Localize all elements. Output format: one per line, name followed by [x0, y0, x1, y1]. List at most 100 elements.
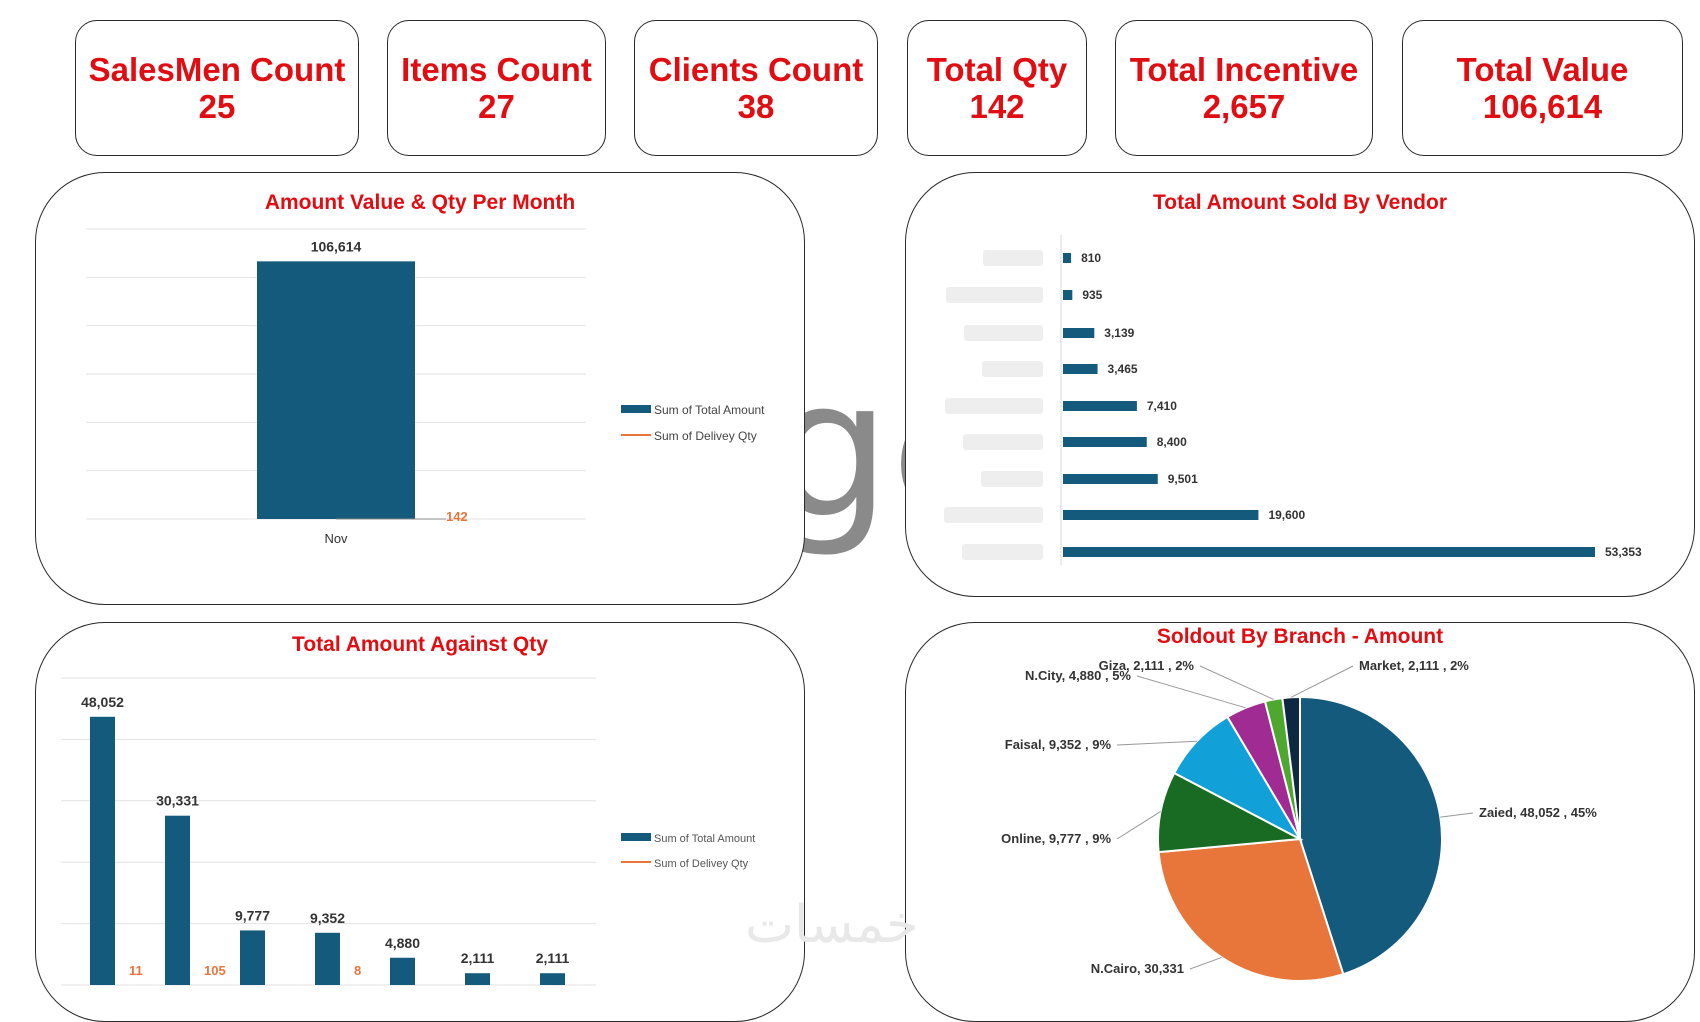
- leader-line: [1199, 665, 1274, 700]
- bar: [90, 716, 115, 985]
- panel-qty-chart: Total Amount Against Qty 48,052 11 30,331 1…: [35, 622, 805, 1022]
- slice-label: Faisal, 9,352 , 9%: [1005, 737, 1112, 752]
- qty-data-label: 8: [354, 963, 361, 978]
- panel-month-chart: Amount Value & Qty Per Month 106,614 Nov 1…: [35, 172, 805, 605]
- panel-vendor-chart: Total Amount Sold By Vendor 810 935 3,139 3…: [905, 172, 1695, 597]
- legend-label-amount: Sum of Total Amount: [654, 833, 755, 845]
- bar: [1063, 328, 1095, 338]
- slice-label: N.Cairo, 30,331: [1091, 961, 1184, 976]
- slice-label: Market, 2,111 , 2%: [1359, 658, 1469, 673]
- watermark-logo: خمسات: [745, 895, 919, 955]
- bar: [1063, 437, 1147, 447]
- kpi-card-clients: Clients Count 38: [634, 20, 878, 156]
- chart-title: Amount Value & Qty Per Month: [264, 191, 576, 214]
- vendor-name-blurred: [945, 398, 1043, 414]
- leader-line: [1116, 740, 1197, 746]
- qty-data-label: 105: [204, 963, 226, 978]
- kpi-value: 27: [478, 88, 515, 125]
- legend-swatch-amount: [621, 405, 651, 413]
- kpi-card-total-value: Total Value 106,614: [1402, 20, 1683, 156]
- bar: [1063, 474, 1158, 484]
- vendor-name-blurred: [962, 544, 1043, 560]
- pie-slice: [1281, 695, 1301, 840]
- bar: [465, 973, 490, 985]
- data-label: 53,353: [1605, 545, 1642, 559]
- data-label: 19,600: [1268, 508, 1305, 522]
- data-label: 106,614: [311, 238, 362, 254]
- qty-chart-svg: 48,052 11 30,331 105 9,777 9,352 8 4,880 2,111 2,…: [61, 677, 755, 986]
- data-label: 30,331: [156, 793, 199, 809]
- vendor-name-blurred: [982, 361, 1043, 377]
- data-label: 8,400: [1157, 435, 1187, 449]
- bar: [240, 930, 265, 985]
- data-label: 9,352: [310, 910, 345, 926]
- bar: [540, 973, 565, 985]
- kpi-value: 2,657: [1202, 88, 1286, 125]
- slice-label: N.City, 4,880 , 5%: [1025, 668, 1131, 683]
- qty-data-label: 142: [446, 509, 468, 524]
- legend-swatch-amount: [621, 833, 651, 841]
- data-label: 4,880: [385, 935, 420, 951]
- leader-line: [1440, 812, 1474, 818]
- x-tick-label: Nov: [324, 531, 348, 546]
- kpi-card-total-incentive: Total Incentive 2,657: [1115, 20, 1373, 156]
- vendor-chart-svg: 810 935 3,139 3,465 7,410 8,400 9,501 19,600 53,…: [944, 235, 1642, 565]
- kpi-label: Total Value: [1456, 51, 1629, 88]
- kpi-card-items: Items Count 27: [387, 20, 606, 156]
- legend-label-amount: Sum of Total Amount: [654, 403, 765, 417]
- kpi-label: Items Count: [401, 51, 592, 88]
- leader-line: [1116, 811, 1161, 840]
- vendor-name-blurred: [964, 325, 1043, 341]
- kpi-value: 142: [969, 88, 1025, 125]
- bar: [1063, 547, 1595, 557]
- data-label: 3,465: [1108, 362, 1138, 376]
- kpi-value: 38: [737, 88, 775, 125]
- data-label: 3,139: [1104, 326, 1134, 340]
- bar: [1063, 290, 1073, 300]
- month-chart-svg: 106,614 Nov 142 Sum of Total Amount Sum of D…: [86, 228, 765, 546]
- vendor-name-blurred: [944, 507, 1043, 523]
- kpi-label: Clients Count: [648, 51, 864, 88]
- kpi-label: Total Incentive: [1129, 51, 1359, 88]
- kpi-value: 25: [198, 88, 236, 125]
- chart-title: Total Amount Sold By Vendor: [1153, 191, 1447, 214]
- data-label: 48,052: [81, 694, 124, 710]
- vendor-name-blurred: [981, 471, 1043, 487]
- bar: [390, 957, 415, 985]
- leader-line: [1189, 956, 1222, 970]
- legend-label-qty: Sum of Delivey Qty: [654, 858, 749, 870]
- slice-label: Giza, 2,111 , 2%: [1099, 658, 1195, 673]
- bar: [1063, 253, 1072, 263]
- bar: [1063, 401, 1137, 411]
- leader-line: [1290, 665, 1354, 698]
- data-label: 935: [1082, 288, 1102, 302]
- data-label: 810: [1081, 251, 1101, 265]
- panel-branch-chart: Soldout By Branch - Amount Zaied, 48,052…: [905, 622, 1695, 1022]
- leader-line: [1136, 675, 1246, 709]
- branch-pie-svg: Zaied, 48,052 , 45% N.Cairo, 30,331 Online…: [1001, 658, 1597, 982]
- vendor-name-blurred: [946, 287, 1043, 303]
- slice-label: Online, 9,777 , 9%: [1001, 831, 1111, 846]
- vendor-name-blurred: [963, 434, 1043, 450]
- data-label: 9,501: [1168, 472, 1198, 486]
- data-label: 2,111: [461, 950, 495, 966]
- data-label: 9,777: [235, 907, 270, 923]
- chart-title: Soldout By Branch - Amount: [1156, 625, 1444, 648]
- data-label: 7,410: [1147, 399, 1177, 413]
- pie-slice: [1157, 771, 1304, 854]
- kpi-card-total-qty: Total Qty 142: [907, 20, 1087, 156]
- vendor-name-blurred: [983, 250, 1043, 266]
- bar: [315, 932, 340, 985]
- kpi-label: Total Qty: [926, 51, 1068, 88]
- kpi-card-salesmen: SalesMen Count 25: [75, 20, 359, 156]
- kpi-value: 106,614: [1482, 88, 1603, 125]
- qty-data-label: 11: [129, 963, 143, 978]
- slice-label: Zaied, 48,052 , 45%: [1479, 805, 1597, 820]
- data-label: 2,111: [536, 950, 570, 966]
- bar: [1063, 364, 1098, 374]
- bar: [165, 815, 190, 985]
- kpi-label: SalesMen Count: [88, 51, 346, 88]
- bar: [257, 261, 415, 519]
- bar: [1063, 510, 1259, 520]
- chart-title: Total Amount Against Qty: [292, 633, 548, 656]
